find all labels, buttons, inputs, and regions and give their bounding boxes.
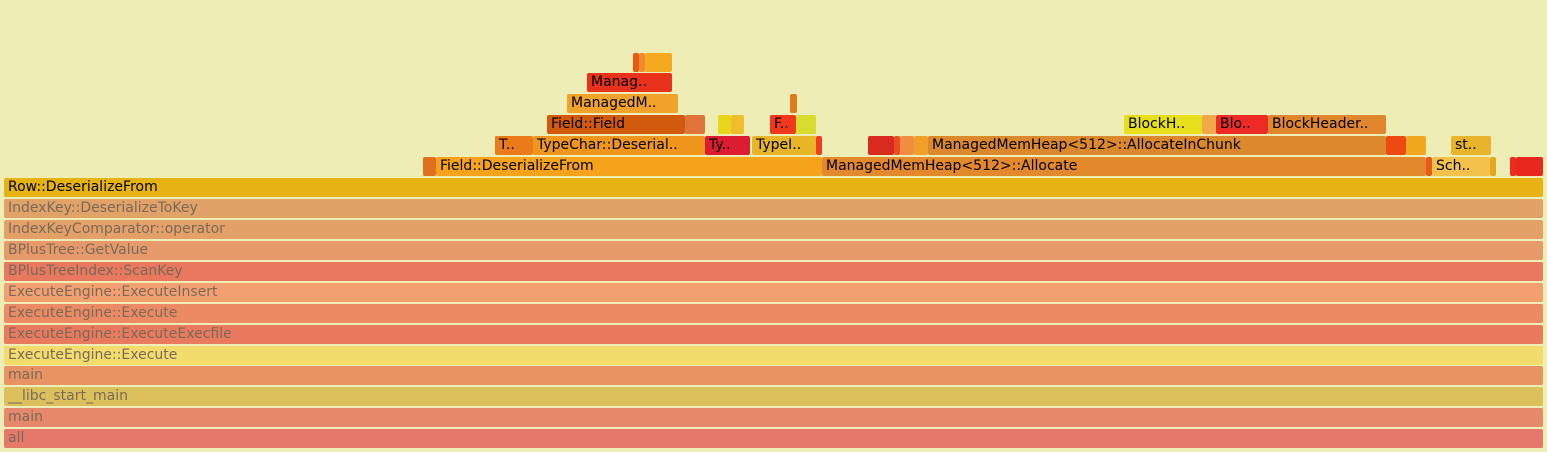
- frame-unlabeled-36[interactable]: [1516, 157, 1543, 176]
- frame-st[interactable]: st..: [1451, 136, 1491, 155]
- frame-unlabeled-35[interactable]: [1510, 157, 1516, 176]
- frame-executeengine-execute[interactable]: ExecuteEngine::Execute: [4, 346, 1543, 365]
- frame-managedmemheap-512-allocate[interactable]: ManagedMemHeap<512>::Allocate: [822, 157, 1426, 176]
- frame-indexkey-deserializetokey[interactable]: IndexKey::DeserializeToKey: [4, 199, 1543, 218]
- frame-all[interactable]: all: [4, 429, 1543, 448]
- frame-unlabeled-9[interactable]: [731, 115, 744, 134]
- frame-unlabeled-27[interactable]: [1406, 136, 1426, 155]
- frame-executeengine-executeexecfile[interactable]: ExecuteEngine::ExecuteExecfile: [4, 325, 1543, 344]
- frame-unlabeled-7[interactable]: [685, 115, 705, 134]
- frame-unlabeled-22[interactable]: [894, 136, 900, 155]
- frame-unlabeled-2[interactable]: [645, 53, 672, 72]
- frame-main[interactable]: main: [4, 366, 1543, 385]
- frame-ty[interactable]: Ty..: [705, 136, 750, 155]
- frame-unlabeled-26[interactable]: [1386, 136, 1406, 155]
- frame-typei[interactable]: TypeI..: [752, 136, 816, 155]
- frame-unlabeled-11[interactable]: [796, 115, 816, 134]
- frame-f[interactable]: F..: [770, 115, 796, 134]
- frame-manag[interactable]: Manag..: [587, 73, 672, 92]
- frame-executeengine-execute[interactable]: ExecuteEngine::Execute: [4, 304, 1543, 323]
- frame-unlabeled-1[interactable]: [639, 53, 645, 72]
- frame-unlabeled-23[interactable]: [900, 136, 914, 155]
- frame-indexkeycomparator-operator[interactable]: IndexKeyComparator::operator: [4, 220, 1543, 239]
- frame-sch[interactable]: Sch..: [1432, 157, 1490, 176]
- frame-row-deserializefrom[interactable]: Row::DeserializeFrom: [4, 178, 1543, 197]
- frame-unlabeled-13[interactable]: [1202, 115, 1216, 134]
- frame-unlabeled-24[interactable]: [914, 136, 928, 155]
- frame-unlabeled-20[interactable]: [816, 136, 822, 155]
- frame-field-field[interactable]: Field::Field: [547, 115, 685, 134]
- frame-managedm[interactable]: ManagedM..: [567, 94, 678, 113]
- frame-libc-start-main[interactable]: __libc_start_main: [4, 387, 1543, 406]
- frame-unlabeled-8[interactable]: [718, 115, 731, 134]
- frame-blo[interactable]: Blo..: [1216, 115, 1268, 134]
- frame-unlabeled-32[interactable]: [1426, 157, 1432, 176]
- frame-blockheader[interactable]: BlockHeader..: [1268, 115, 1386, 134]
- frame-managedmemheap-512-allocateinchunk[interactable]: ManagedMemHeap<512>::AllocateInChunk: [928, 136, 1386, 155]
- frame-unlabeled-29[interactable]: [423, 157, 436, 176]
- frame-typechar-deserial[interactable]: TypeChar::Deserial..: [533, 136, 705, 155]
- frame-bplustreeindex-scankey[interactable]: BPlusTreeIndex::ScanKey: [4, 262, 1543, 281]
- frame-blockh[interactable]: BlockH..: [1124, 115, 1202, 134]
- frame-field-deserializefrom[interactable]: Field::DeserializeFrom: [436, 157, 822, 176]
- frame-main[interactable]: main: [4, 408, 1543, 427]
- frame-unlabeled-34[interactable]: [1490, 157, 1496, 176]
- frame-bplustree-getvalue[interactable]: BPlusTree::GetValue: [4, 241, 1543, 260]
- frame-unlabeled-21[interactable]: [868, 136, 894, 155]
- frame-unlabeled-0[interactable]: [633, 53, 639, 72]
- frame-unlabeled-5[interactable]: [790, 94, 797, 113]
- frame-t[interactable]: T..: [495, 136, 533, 155]
- frame-executeengine-executeinsert[interactable]: ExecuteEngine::ExecuteInsert: [4, 283, 1543, 302]
